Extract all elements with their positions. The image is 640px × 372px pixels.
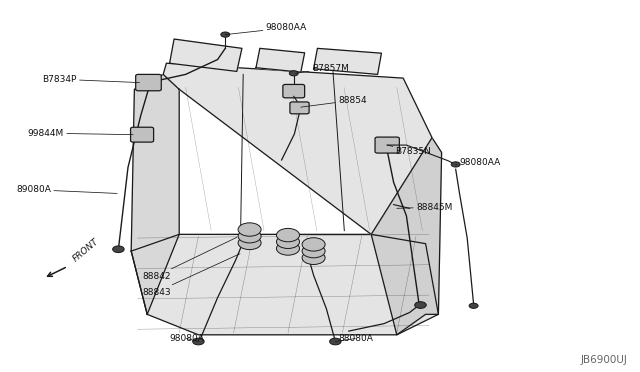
Polygon shape (170, 39, 242, 71)
FancyBboxPatch shape (375, 137, 399, 153)
Circle shape (276, 235, 300, 248)
Text: 88842: 88842 (142, 237, 237, 280)
Circle shape (415, 302, 426, 308)
Circle shape (276, 242, 300, 255)
Circle shape (113, 246, 124, 253)
Circle shape (289, 71, 298, 76)
Text: 98080A: 98080A (169, 334, 204, 343)
Text: 88080A: 88080A (335, 334, 372, 343)
Text: 98080AA: 98080AA (225, 23, 307, 35)
Circle shape (451, 162, 460, 167)
FancyBboxPatch shape (136, 74, 161, 91)
Text: 98080AA: 98080AA (456, 158, 500, 167)
Text: JB6900UJ: JB6900UJ (580, 355, 627, 365)
Text: FRONT: FRONT (72, 237, 101, 263)
Text: 88845M: 88845M (397, 203, 452, 212)
Circle shape (469, 303, 478, 308)
Text: 99844M: 99844M (28, 129, 133, 138)
Circle shape (330, 338, 341, 345)
Polygon shape (163, 63, 432, 234)
Text: 89080A: 89080A (17, 185, 117, 194)
Circle shape (238, 236, 261, 250)
Polygon shape (256, 48, 305, 72)
FancyBboxPatch shape (283, 84, 305, 98)
Circle shape (302, 244, 325, 258)
FancyBboxPatch shape (290, 102, 309, 114)
Circle shape (276, 228, 300, 242)
Text: B7835N: B7835N (387, 145, 431, 156)
Circle shape (221, 32, 230, 37)
Circle shape (193, 338, 204, 345)
Polygon shape (131, 74, 179, 314)
FancyBboxPatch shape (131, 127, 154, 142)
Polygon shape (131, 234, 438, 335)
Circle shape (302, 251, 325, 264)
Text: 88843: 88843 (142, 254, 240, 296)
Polygon shape (371, 138, 442, 335)
Text: B7857M: B7857M (296, 64, 349, 73)
Circle shape (238, 230, 261, 243)
Polygon shape (314, 48, 381, 74)
Text: B7834P: B7834P (42, 75, 140, 84)
Circle shape (238, 223, 261, 236)
Circle shape (302, 238, 325, 251)
Text: 88854: 88854 (301, 96, 367, 107)
